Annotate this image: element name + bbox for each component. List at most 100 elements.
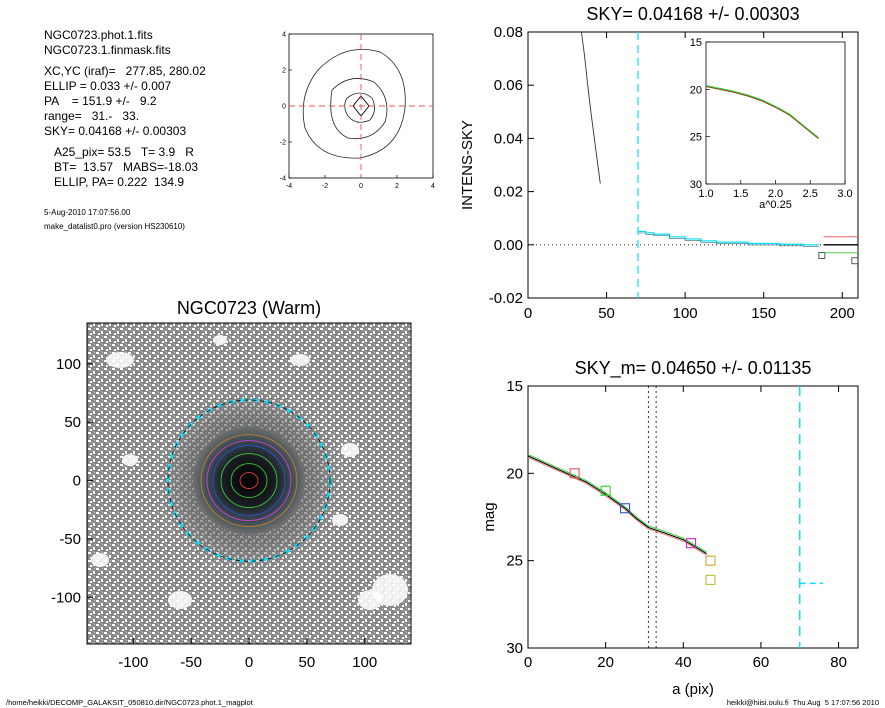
result-ellip-pa: ELLIP, PA= 0.222 134.9 [54, 175, 184, 189]
masked-star [341, 443, 359, 457]
image-y-tick-label: 50 [64, 414, 81, 431]
image-y-tick-label: 100 [56, 356, 81, 373]
inset-x-tick-label: 2.0 [768, 188, 783, 200]
sky-x-tick-label: 150 [751, 305, 776, 322]
image-y-tick-label: -100 [51, 589, 81, 606]
contour-y-tick-label: 2 [282, 68, 286, 75]
masked-star [332, 514, 348, 526]
masked-star [168, 591, 192, 609]
contour-y-tick-label: 0 [282, 104, 286, 111]
masked-star [290, 354, 310, 366]
result-bt: BT= 13.57 MABS=-18.03 [54, 160, 199, 174]
sky-step-profile-shadow [638, 232, 819, 247]
contour-y-tick-label: -2 [280, 140, 286, 147]
sky-marker [818, 252, 826, 259]
masked-star [91, 553, 109, 567]
masked-star [358, 590, 382, 610]
mag-x-axis-label: a (pix) [672, 681, 714, 698]
mag-marker [686, 538, 697, 549]
contour-x-tick-label: 0 [359, 183, 363, 190]
image-x-tick-label: 100 [352, 654, 377, 671]
magnitude-profile-plot: SKY_m= 0.04650 +/- 0.01135 0 20 40 60 80 15 20 2… [481, 358, 859, 698]
isophote-contour [344, 92, 375, 123]
isophote-ring [230, 463, 268, 499]
mag-y-axis-label: mag [481, 502, 498, 531]
inset-y-tick-label: 25 [690, 132, 702, 144]
mag-x-tick-label: 60 [753, 654, 770, 671]
masked-star [213, 335, 227, 345]
program-name: make_datalist0.pro (version HS230610) [44, 222, 185, 231]
isophote-ring [206, 440, 292, 522]
inset-x-tick-label: 3.0 [837, 188, 852, 200]
contour-x-tick-label: -4 [286, 183, 292, 190]
sky-plot-frame [527, 31, 859, 299]
mag-x-tick-label: 80 [830, 654, 847, 671]
image-y-tick-label: -50 [59, 531, 81, 548]
isophote-ring [239, 472, 259, 490]
contour-x-tick-label: 2 [395, 183, 399, 190]
sky-step-profile [638, 230, 819, 246]
galaxy-disk [193, 426, 305, 535]
sky-y-tick-label: 0.02 [494, 184, 523, 201]
contour-y-tick-label: 4 [282, 32, 286, 39]
mag-x-tick-label: 0 [524, 654, 532, 671]
inset-x-tick-label: 1.5 [733, 188, 748, 200]
sky-y-axis-label: INTENS-SKY [459, 120, 476, 210]
inset-y-tick-label: 15 [690, 37, 702, 49]
run-date: 5-Aug-2010 17:07:56.00 [44, 208, 131, 217]
param-center: XC,YC (iraf)= 277.85, 280.02 [44, 64, 206, 78]
sky-x-tick-label: 0 [524, 305, 532, 322]
sky-x-tick-label: 50 [598, 305, 615, 322]
inset-x-tick-label: 2.5 [803, 188, 818, 200]
param-ellip: ELLIP = 0.033 +/- 0.007 [44, 79, 172, 93]
mag-y-tick-label: 25 [506, 553, 523, 570]
sky-y-tick-label: 0.06 [494, 77, 523, 94]
contour-x-tick-label: -2 [322, 183, 328, 190]
mag-profile-green [527, 453, 707, 553]
mag-x-tick-label: 40 [675, 654, 692, 671]
mag-marker [600, 485, 611, 496]
sky-profile-plot: SKY= 0.04168 +/- 0.00303 0 50 100 150 200 -0.0… [459, 4, 859, 322]
image-x-tick-label: 50 [299, 654, 316, 671]
footer-host: heikki@hiisi.oulu.fi Thu Aug 5 17:07:56 … [726, 698, 879, 707]
mag-marker [705, 574, 716, 585]
image-x-tick-label: -50 [180, 654, 202, 671]
sky-y-tick-label: -0.02 [489, 290, 523, 307]
mag-marker [620, 503, 631, 514]
inset-frame [705, 41, 846, 185]
mag-profile-black [527, 455, 707, 555]
param-sky: SKY= 0.04168 +/- 0.00303 [44, 124, 187, 138]
sky-marker [851, 257, 859, 265]
mag-y-tick-label: 30 [506, 640, 523, 657]
mask-filename: NGC0723.1.finmask.fits [44, 43, 171, 57]
inset-profile-green [705, 85, 819, 138]
mag-y-tick-label: 20 [506, 465, 523, 482]
sky-ellipse-inner [167, 399, 331, 562]
inset-profile-brown [705, 85, 819, 139]
sky-y-tick-label: 0.04 [494, 130, 523, 147]
mag-plot-title: SKY_m= 0.04650 +/- 0.01135 [575, 358, 812, 379]
inset-x-tick-label: 1.0 [698, 188, 713, 200]
masked-star [106, 352, 134, 368]
param-pa: PA = 151.9 +/- 9.2 [44, 94, 157, 108]
inset-x-axis-label: a^0.25 [759, 199, 792, 211]
isophote-contour [302, 49, 406, 159]
image-title: NGC0723 (Warm) [177, 298, 321, 318]
mag-plot-frame [527, 385, 859, 649]
isophote-ring [200, 434, 298, 528]
contour-plot: -4 -2 0 2 4 -4 -2 0 2 4 [280, 32, 435, 191]
inset-y-tick-label: 30 [690, 179, 702, 191]
footer-path: /home/heikki/DECOMP_GALAKSIT_050810.dir/… [6, 698, 253, 707]
param-range: range= 31.- 33. [44, 109, 140, 123]
inset-y-tick-label: 20 [690, 84, 702, 96]
mag-x-tick-label: 20 [597, 654, 614, 671]
contour-y-tick-label: -4 [280, 176, 286, 183]
masked-star [122, 454, 138, 466]
mag-marker [569, 468, 580, 479]
sky-plot-title: SKY= 0.04168 +/- 0.00303 [586, 4, 799, 24]
image-x-tick-label: -100 [118, 654, 148, 671]
result-a25: A25_pix= 53.5 T= 3.9 R [54, 145, 194, 159]
sky-y-tick-label: 0.08 [494, 24, 523, 41]
mag-profile-red [527, 457, 707, 556]
